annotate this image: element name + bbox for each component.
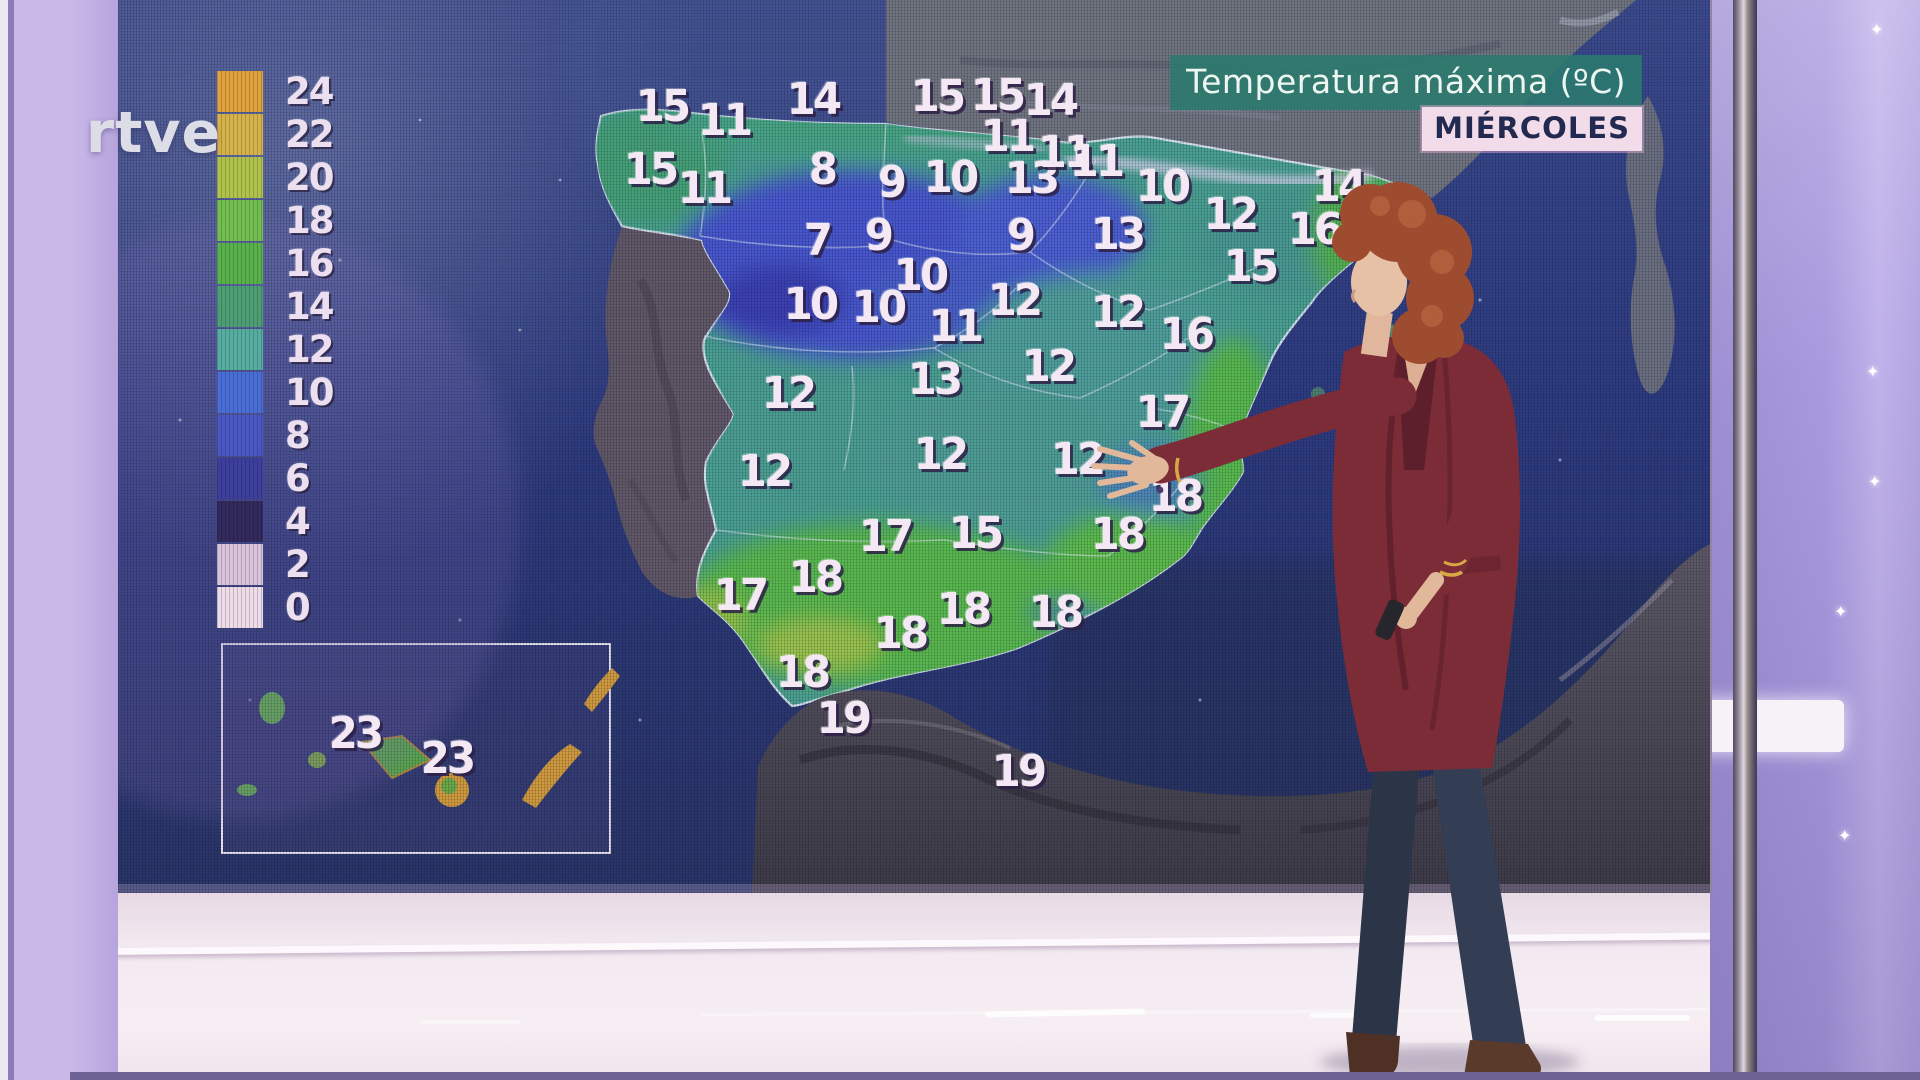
legend-row: 16 [217,241,334,285]
cantabrian-snow [904,133,1046,154]
legend-label: 24 [285,69,334,113]
rtve-logo: rtve [86,100,222,166]
legend-label: 12 [285,327,334,371]
legend-swatch [217,242,263,284]
presenter-bracelet [1439,570,1463,577]
legend-swatch [217,199,263,241]
presenter-leg [1432,764,1526,1050]
sparkle-light-icon: ✦ [1834,602,1848,621]
legend: 24 22 20 18 16 14 12 10 8 6 4 2 0 [217,69,334,628]
presenter-bracelet [1174,457,1182,483]
wall-light-panel [1696,700,1844,752]
legend-label: 18 [285,198,334,242]
legend-swatch [217,328,263,370]
portugal-terrain [593,226,734,599]
temperature-shading [596,109,1406,687]
sparkle-light-icon: ✦ [1868,472,1882,491]
presenter-hand-pointing [1091,440,1169,499]
presenter-leg [1352,760,1420,1042]
legend-row: 20 [217,155,334,199]
legend-row: 6 [217,457,333,499]
studio-pole [1733,0,1757,1080]
presenter-face [1351,248,1407,316]
legend-row: 0 [217,586,333,628]
legend-row: 10 [217,370,334,414]
legend-swatch [217,543,263,585]
presenter-boot [1346,1032,1400,1078]
legend-swatch [217,156,263,198]
legend-row: 18 [217,198,334,242]
day-badge: MIÉRCOLES [1422,107,1642,151]
sparkle-light-icon: ✦ [1870,20,1884,39]
sparkle-light-icon: ✦ [1866,362,1880,381]
floor-reflection-mark [1310,1013,1380,1018]
pyrenees-snow [1064,153,1373,187]
legend-label: 2 [285,542,311,586]
studio-floor [0,893,1920,1080]
map-title: Temperatura máxima (ºC) [1170,55,1642,110]
legend-swatch [217,113,263,155]
weather-videowall [70,0,1710,893]
legend-row: 14 [217,284,334,328]
floor-reflection-mark [420,1020,520,1024]
legend-label: 4 [285,499,311,543]
legend-swatch [217,70,263,112]
legend-row: 4 [217,500,333,542]
sardinia-terrain [1626,96,1675,394]
legend-row: 22 [217,112,334,156]
legend-swatch [217,500,263,542]
presenter-blazer-opening [1398,348,1438,470]
floor-reflection-mark [1595,1015,1690,1021]
legend-label: 0 [285,585,311,629]
legend-row: 24 [217,69,334,113]
presenter-remote [1375,599,1404,640]
legend-row: 12 [217,327,334,371]
presenter-boot [1464,1040,1542,1079]
legend-label: 14 [285,284,334,328]
presenter [1091,182,1580,1079]
presenter-neck [1360,310,1393,358]
legend-swatch [217,285,263,327]
legend-row: 2 [217,543,333,585]
province-borders [699,123,1269,557]
legend-label: 10 [285,370,334,414]
legend-swatch [217,371,263,413]
legend-swatch [217,414,263,456]
legend-label: 6 [285,456,311,500]
legend-swatch [217,457,263,499]
sparkle-light-icon: ✦ [1838,826,1852,845]
legend-row: 8 [217,414,333,456]
frame-bottom-strip [70,1072,1920,1080]
legend-label: 20 [285,155,334,199]
legend-label: 8 [285,413,311,457]
legend-label: 22 [285,112,334,156]
legend-swatch [217,586,263,628]
legend-label: 16 [285,241,334,285]
studio-wall-left [0,0,118,1080]
